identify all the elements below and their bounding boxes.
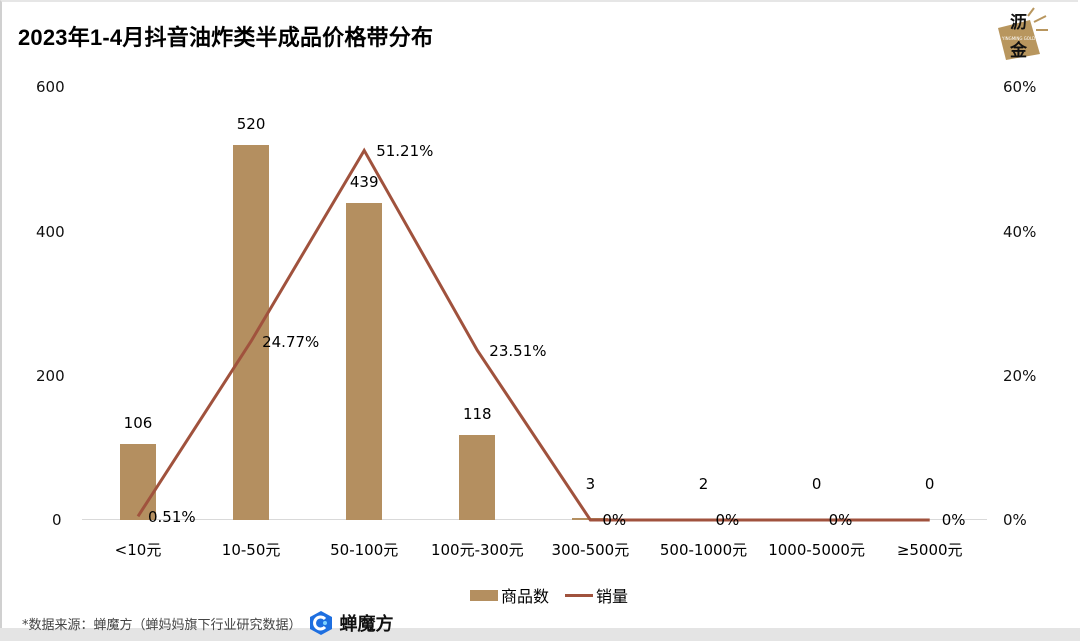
left-axis-tick: 600 [36,78,65,96]
category-label: 500-1000元 [659,541,748,559]
x-axis-baseline [82,519,987,520]
brand-logo: 沥 金 YINGMING GOLD [990,6,1052,62]
legend: 商品数 销量 [470,583,628,607]
line-value-label: 0% [715,511,740,529]
chart-frame [0,0,1078,628]
legend-line-swatch [565,593,594,597]
category-label: 10-50元 [221,541,281,559]
data-source: *数据来源：蝉魔方（蝉妈妈旗下行业研究数据） 蝉魔方 [22,610,394,636]
line-value-label: 0% [828,511,853,529]
left-axis-tick: 200 [36,367,65,385]
legend-line-label: 销量 [596,587,629,606]
bar-value-label: 106 [123,413,153,432]
right-axis-tick: 20% [1003,367,1037,385]
bar-value-label: 439 [349,173,379,192]
legend-bar-swatch [470,589,498,601]
bar [459,434,496,520]
line-value-label: 0% [941,511,966,529]
left-axis-tick: 400 [36,223,65,241]
line-value-label: 0% [602,511,627,529]
bar [120,443,156,520]
left-axis-tick: 0 [52,511,62,529]
chanmofang-logo-icon [309,611,332,635]
bar-value-label: 0 [924,475,935,493]
bottom-strip [0,628,1080,641]
category-label: 1000-5000元 [768,541,865,559]
line-value-label: 23.51% [489,342,547,361]
line-value-label: 24.77% [262,333,320,352]
bar [233,144,270,520]
source-brand: 蝉魔方 [308,610,394,636]
right-axis-tick: 60% [1003,78,1037,96]
line-value-label: 0.51% [148,508,196,527]
logo-icon: 沥 金 YINGMING GOLD [998,7,1048,61]
category-label: ≥5000元 [896,541,963,559]
chart-title: 2023年1-4月抖音油炸类半成品价格带分布 [18,25,434,50]
category-label: 100元-300元 [430,541,524,559]
source-text: *数据来源：蝉魔方（蝉妈妈旗下行业研究数据） [22,617,302,633]
legend-bar-label: 商品数 [501,587,550,606]
bar-value-label: 2 [698,475,709,493]
category-label: 300-500元 [551,541,630,559]
svg-text:金: 金 [1009,40,1028,61]
bar [346,203,383,520]
line-value-label: 51.21% [376,142,434,161]
right-axis-tick: 40% [1003,223,1037,241]
svg-text:沥: 沥 [1010,13,1027,33]
bar-value-label: 3 [585,475,596,493]
category-label: 50-100元 [330,541,399,559]
bar-value-label: 118 [462,404,492,423]
bar-value-label: 0 [811,475,822,493]
svg-text:YINGMING GOLD: YINGMING GOLD [1001,36,1035,41]
brand-name: 蝉魔方 [339,614,394,635]
bar-value-label: 520 [236,114,266,133]
right-axis-tick: 0% [1003,511,1027,529]
category-label: <10元 [114,541,162,559]
